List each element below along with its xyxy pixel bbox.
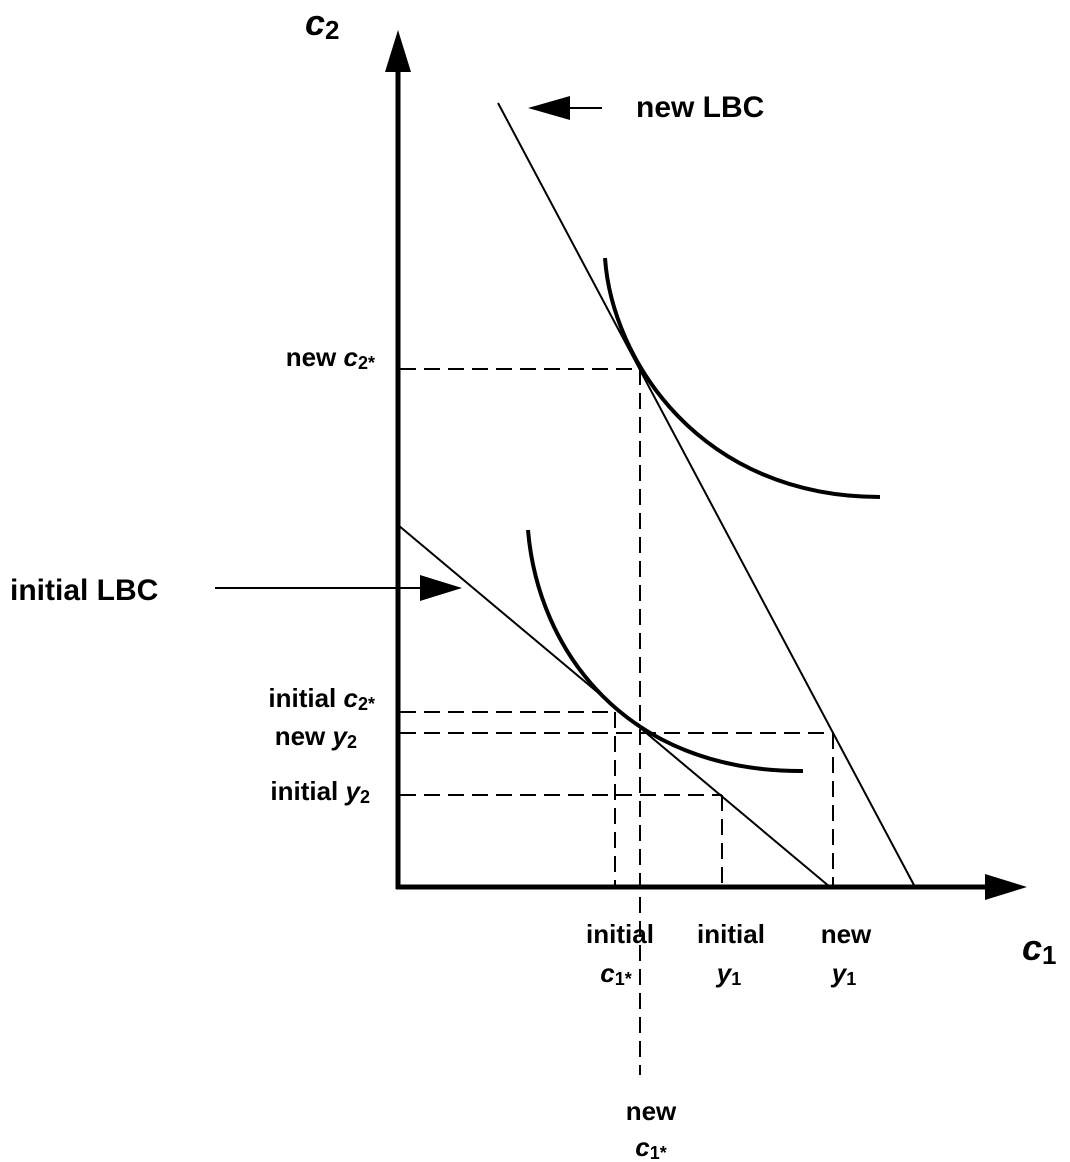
label-part: 2 — [347, 732, 357, 752]
initial-lbc-arrowhead — [420, 575, 462, 601]
y-axis-arrow — [385, 30, 411, 72]
label-part: y — [830, 958, 848, 988]
y-marker: new c2* — [286, 342, 375, 373]
label-part: new — [275, 721, 326, 751]
new-lbc-line — [497, 102, 916, 888]
label-part: 1* — [650, 1143, 667, 1162]
label-part: c — [600, 958, 615, 988]
initial-lbc-label: initial LBC — [10, 574, 158, 607]
y-marker: new y2 — [275, 721, 357, 752]
label-part: new — [286, 342, 337, 372]
y-axis-label: c2 — [305, 2, 340, 45]
label-part: 2* — [358, 694, 375, 714]
x-marker-symbol: y1 — [715, 958, 741, 989]
label-part: c — [635, 1132, 650, 1162]
x-marker-symbol: c1* — [635, 1132, 666, 1162]
initial-c-star-guide — [400, 711, 616, 887]
x-marker-prefix: initial — [586, 919, 654, 949]
y-marker: initial y2 — [270, 776, 370, 807]
label-part: 2 — [360, 787, 370, 807]
label-part: 1 — [731, 969, 741, 989]
label-part: y — [715, 958, 733, 988]
label-part: y — [344, 776, 362, 806]
new-lbc-label: new LBC — [636, 91, 764, 124]
new-indifference-curve — [603, 257, 881, 499]
label-part: 2* — [358, 353, 375, 373]
label-part: 1 — [1042, 940, 1056, 970]
label-part: 1* — [615, 969, 632, 989]
x-marker-prefix: initial — [697, 919, 765, 949]
new-lbc-arrowhead — [528, 96, 570, 120]
new-y-guide — [400, 732, 834, 887]
label-part: y — [331, 721, 349, 751]
label-part: c — [1022, 927, 1042, 968]
x-axis-arrow — [985, 874, 1027, 900]
label-part: 2 — [325, 15, 339, 45]
label-part: c — [344, 683, 359, 713]
label-part: c — [344, 342, 359, 372]
label-part: c — [305, 2, 325, 43]
initial-y-guide — [400, 794, 723, 887]
x-marker-symbol: y1 — [830, 958, 856, 989]
new-c-star-guide — [400, 368, 641, 1075]
initial-indifference-curve — [526, 529, 804, 774]
label-part: initial — [268, 683, 336, 713]
label-part: 1 — [846, 969, 856, 989]
label-part: initial — [270, 776, 338, 806]
y-marker: initial c2* — [268, 683, 375, 714]
x-marker-symbol: c1* — [600, 958, 631, 989]
x-axis-label: c1 — [1022, 927, 1057, 970]
x-marker-prefix: new — [821, 919, 872, 949]
x-marker-prefix: new — [626, 1096, 677, 1126]
